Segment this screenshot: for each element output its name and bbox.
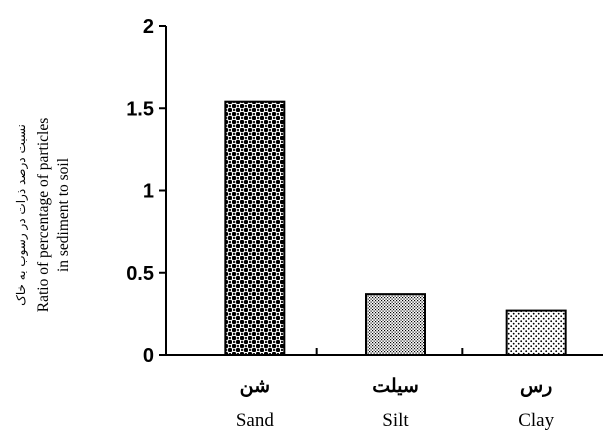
x-tick-label-fa: رس	[520, 375, 552, 397]
x-tick-labels: شن Sand سیلت Silt رس Clay	[236, 375, 555, 431]
x-tick-label-en: Sand	[236, 410, 275, 431]
y-tick-label: 0.5	[126, 263, 154, 285]
y-ticks: 0 0.5 1 1.5 2	[126, 16, 166, 367]
y-axis-title: نسبت درصد ذرات در رسوب به خاک Ratio of p…	[14, 118, 72, 313]
bar-clay	[505, 309, 567, 356]
y-tick-label: 1	[143, 181, 154, 203]
y-tick-label: 1.5	[126, 98, 154, 120]
x-tick-label-en: Silt	[382, 410, 409, 431]
x-tick-label-fa: سیلت	[372, 375, 419, 397]
bar-silt	[365, 293, 426, 357]
bars	[224, 100, 567, 357]
y-axis-label-fa: نسبت درصد ذرات در رسوب به خاک	[14, 124, 28, 306]
y-axis-label-en-line2: in sediment to soil	[55, 158, 72, 272]
y-tick-label: 2	[143, 16, 154, 38]
y-axis-label-en-line1: Ratio of percentage of particles	[35, 118, 52, 313]
x-tick-label-en: Clay	[518, 410, 554, 431]
x-tick-label-fa: شن	[240, 375, 270, 397]
bar-sand	[224, 100, 286, 356]
y-tick-label: 0	[143, 345, 154, 367]
